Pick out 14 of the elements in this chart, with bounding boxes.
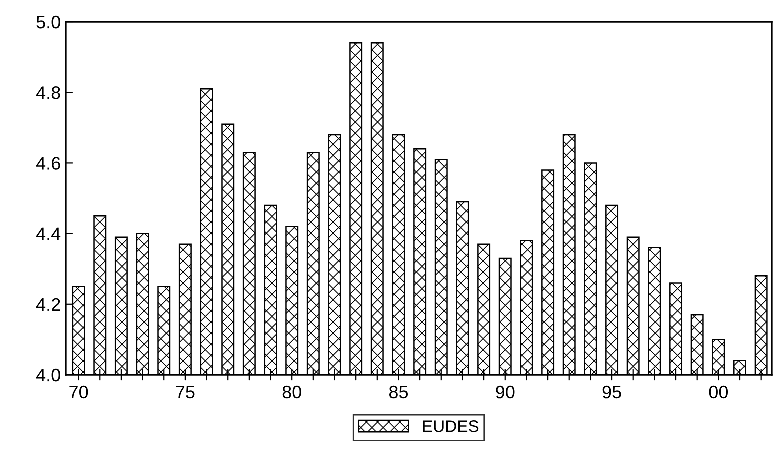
x-tick-label: 00 (709, 386, 728, 399)
y-tick-label: 4.2 (36, 298, 60, 311)
x-tick-label: 85 (389, 386, 408, 399)
y-tick-label: 5.0 (36, 16, 60, 29)
x-tick-label: 75 (176, 386, 195, 399)
x-tick-label: 80 (282, 386, 302, 399)
legend-label: EUDES (423, 420, 479, 432)
x-tick-label: 70 (70, 386, 88, 399)
y-tick-label: 4.6 (36, 157, 60, 170)
x-tick-label: 90 (496, 386, 515, 399)
y-tick-label: 4.0 (36, 368, 60, 382)
y-tick-label: 4.4 (36, 228, 61, 240)
y-tick-label: 4.8 (36, 86, 60, 100)
x-tick-label: 95 (602, 386, 622, 399)
